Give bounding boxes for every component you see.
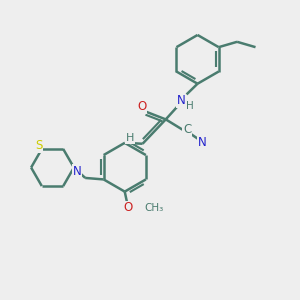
Text: O: O [137, 100, 147, 113]
Text: N: N [73, 165, 81, 178]
Text: H: H [126, 134, 134, 143]
Text: N: N [177, 94, 186, 107]
Text: H: H [186, 101, 194, 111]
Text: CH₃: CH₃ [144, 203, 163, 213]
Text: O: O [123, 202, 132, 214]
Text: C: C [183, 123, 191, 136]
Text: N: N [198, 136, 206, 149]
Text: S: S [35, 139, 43, 152]
